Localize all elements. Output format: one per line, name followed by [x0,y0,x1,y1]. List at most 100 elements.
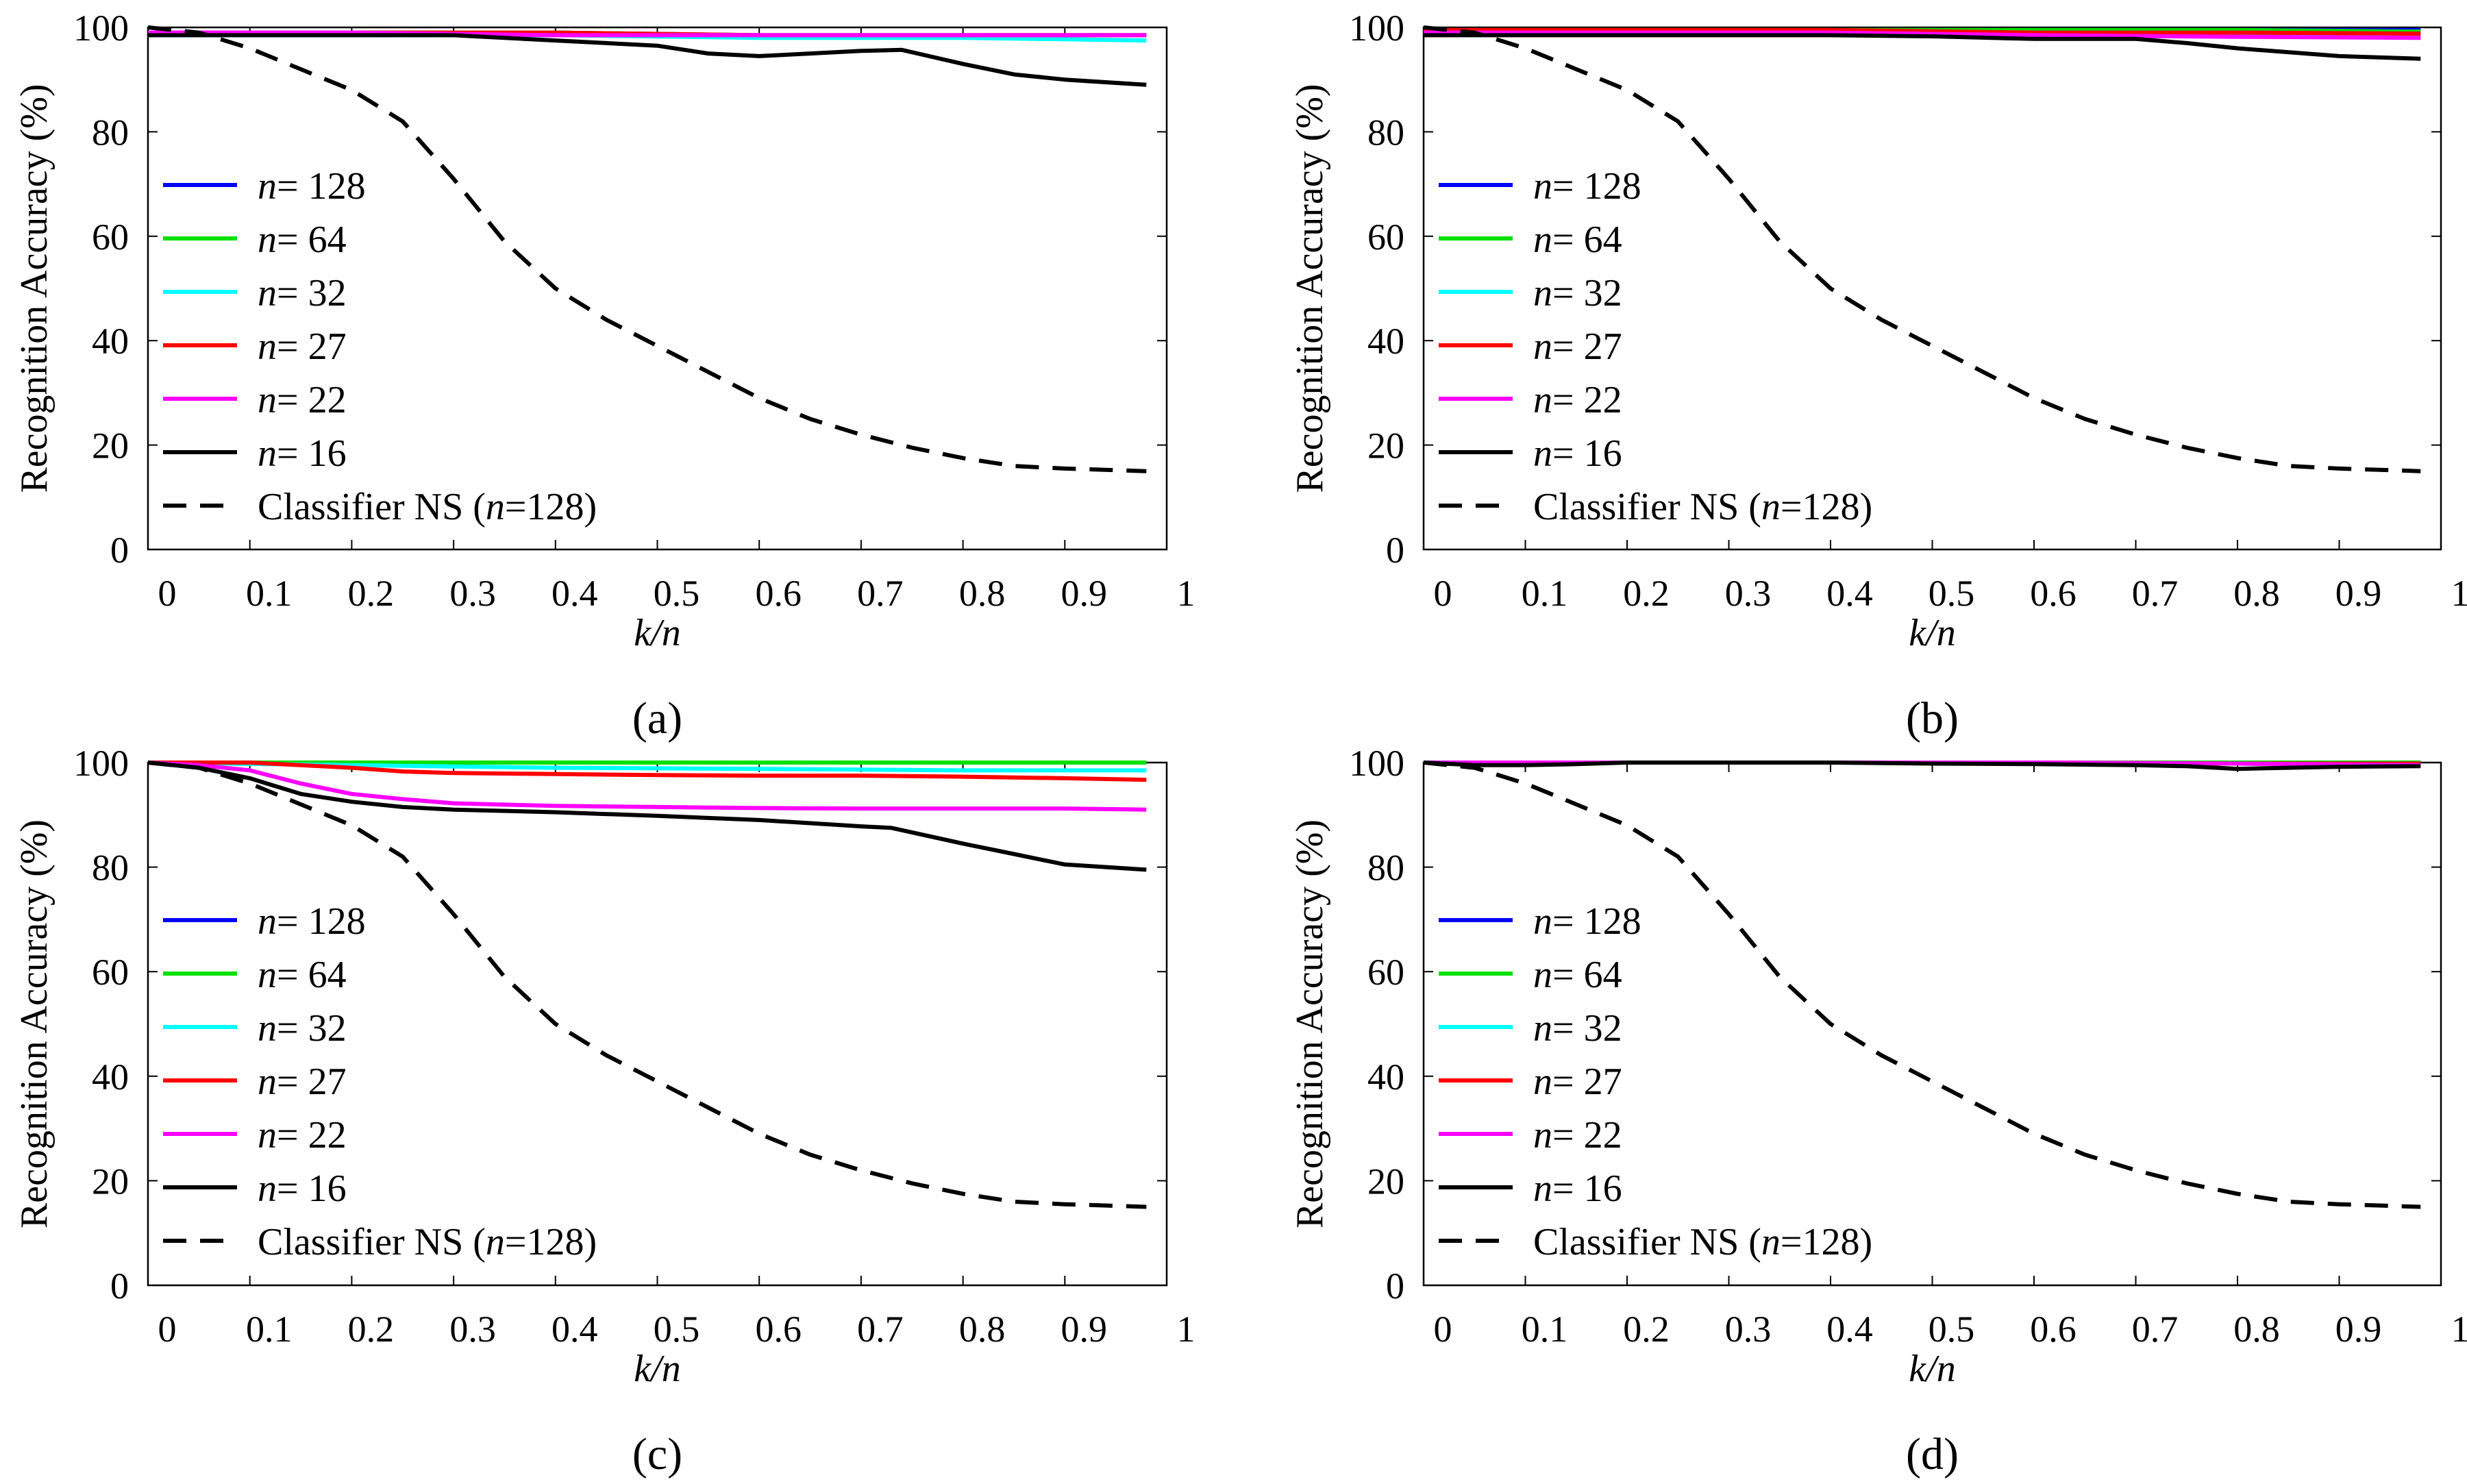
series-line-n-16 [1423,760,2421,771]
x-tick-label: 0.5 [654,573,700,614]
x-tick-label: 0.5 [654,1309,700,1350]
legend-label-n-16: n= 16 [1533,432,1622,475]
y-tick-label: 80 [92,848,129,889]
legend-label-n-22: n= 22 [258,1114,347,1157]
series-line-n-27 [148,760,1147,782]
y-axis-label: Recognition Accuracy (%) [1289,819,1331,1228]
x-tick-label: 0.8 [959,573,1006,614]
y-tick-label: 100 [1349,8,1404,49]
x-tick-label: 0.8 [2233,1309,2280,1350]
legend-label-n-32: n= 32 [258,272,347,314]
panel-label: (c) [632,1429,682,1479]
legend-label-n-64: n= 64 [258,219,347,261]
x-tick-label: 0.9 [1061,573,1108,614]
series-line-n-22 [1424,30,2421,40]
x-tick-label: 0.7 [2132,1309,2179,1350]
series-line-n-16 [148,33,1147,87]
x-tick-label: 0.9 [2335,1309,2382,1350]
legend-label-n-16: n= 16 [258,432,347,475]
x-tick-label: 0.2 [348,1309,395,1350]
chart-panel-d: 0 0.1 0.2 0.3 0.4 0.5 0.6 0.7 0.8 0.9 1 0 20 40 60 80 10… [1289,743,2467,1479]
legend-label-n-128: n= 128 [258,165,366,208]
x-tick-label: 0 [1434,1309,1452,1350]
y-tick-label: 80 [1367,112,1404,153]
y-axis-label: Recognition Accuracy (%) [13,819,55,1228]
x-tick-label: 0.1 [1522,573,1568,614]
x-tick-label: 0 [158,573,177,614]
legend-label-n-27: n= 27 [1533,325,1622,368]
x-tick-label: 1 [1177,573,1195,614]
y-tick-label: 100 [1349,743,1404,784]
y-tick-label: 0 [110,1265,129,1307]
y-tick-label: 80 [92,112,129,153]
chart-panel-a: 0 0.1 0.2 0.3 0.4 0.5 0.6 0.7 0.8 0.9 1 0 20 40 60 80 10… [13,8,1195,743]
y-tick-label: 60 [92,952,129,993]
legend-label-n-128: n= 128 [1533,900,1641,943]
y-axis-label: Recognition Accuracy (%) [13,84,55,493]
legend-label-classifier-ns: Classifier NS (n=128) [258,1221,597,1263]
y-tick-label: 60 [92,217,129,258]
y-tick-label: 60 [1367,217,1404,258]
legend-label-n-32: n= 32 [1533,1007,1622,1050]
x-tick-label: 0.3 [1725,1309,1772,1350]
y-tick-label: 0 [110,530,129,571]
x-tick-label: 0.3 [449,573,496,614]
x-tick-label: 0.9 [1061,1309,1108,1350]
x-tick-label: 0.7 [857,1309,904,1350]
x-tick-label: 0.7 [857,573,904,614]
legend-label-classifier-ns: Classifier NS (n=128) [258,486,597,528]
series-line-classifier-ns [1423,760,2421,1209]
x-tick-label: 0.1 [1522,1309,1568,1350]
x-axis-label: k/n [1909,612,1955,654]
legend-label-n-64: n= 64 [258,954,347,996]
legend-label-n-16: n= 16 [258,1167,347,1210]
x-tick-label: 0.6 [2030,573,2077,614]
x-tick-label: 0.7 [2132,573,2179,614]
series-line-n-22 [148,30,1147,38]
x-tick-label: 0 [158,1309,177,1350]
x-tick-label: 1 [2451,573,2467,614]
x-axis-label: k/n [634,612,680,654]
x-tick-label: 0.3 [449,1309,496,1350]
y-tick-label: 100 [73,8,129,49]
y-tick-label: 20 [1367,1161,1404,1202]
legend-label-n-32: n= 32 [258,1007,347,1050]
legend-label-n-27: n= 27 [258,1061,347,1103]
x-tick-label: 0.5 [1929,1309,1975,1350]
legend-label-n-128: n= 128 [1533,165,1641,208]
x-tick-label: 0.4 [1826,1309,1873,1350]
x-tick-label: 1 [1177,1309,1195,1350]
y-tick-label: 0 [1386,1265,1404,1307]
legend-label-n-22: n= 22 [258,379,347,421]
series-line-n-27 [1424,27,2421,36]
legend-label-n-16: n= 16 [1533,1167,1622,1210]
x-tick-label: 0.2 [1623,573,1670,614]
x-tick-label: 0.8 [959,1309,1006,1350]
x-tick-label: 0.2 [348,573,395,614]
legend-label-n-22: n= 22 [1533,379,1622,421]
x-tick-label: 0 [1434,573,1452,614]
y-tick-label: 0 [1386,530,1404,571]
y-tick-label: 40 [92,321,129,362]
series-line-classifier-ns [147,25,1147,473]
series-line-classifier-ns [147,760,1147,1209]
x-tick-label: 0.6 [755,1309,802,1350]
y-tick-label: 80 [1367,848,1404,889]
panel-label: (d) [1906,1429,1959,1479]
x-tick-label: 0.6 [2030,1309,2077,1350]
series-line-classifier-ns [1423,25,2421,473]
series-line-n-16 [1424,33,2421,61]
y-axis-label: Recognition Accuracy (%) [1289,84,1331,493]
legend-label-n-27: n= 27 [1533,1061,1622,1103]
x-tick-label: 0.3 [1725,573,1772,614]
y-tick-label: 20 [92,425,129,467]
legend-label-n-27: n= 27 [258,325,347,368]
chart-panel-c: 0 0.1 0.2 0.3 0.4 0.5 0.6 0.7 0.8 0.9 1 0 20 40 60 80 10… [13,743,1195,1479]
panel-label: (a) [632,693,682,743]
x-tick-label: 0.1 [246,1309,293,1350]
y-tick-label: 20 [1367,425,1404,467]
x-tick-label: 0.4 [551,573,598,614]
chart-panel-b: 0 0.1 0.2 0.3 0.4 0.5 0.6 0.7 0.8 0.9 1 0 20 40 60 80 10… [1289,8,2467,743]
series-line-n-22 [147,760,1147,812]
